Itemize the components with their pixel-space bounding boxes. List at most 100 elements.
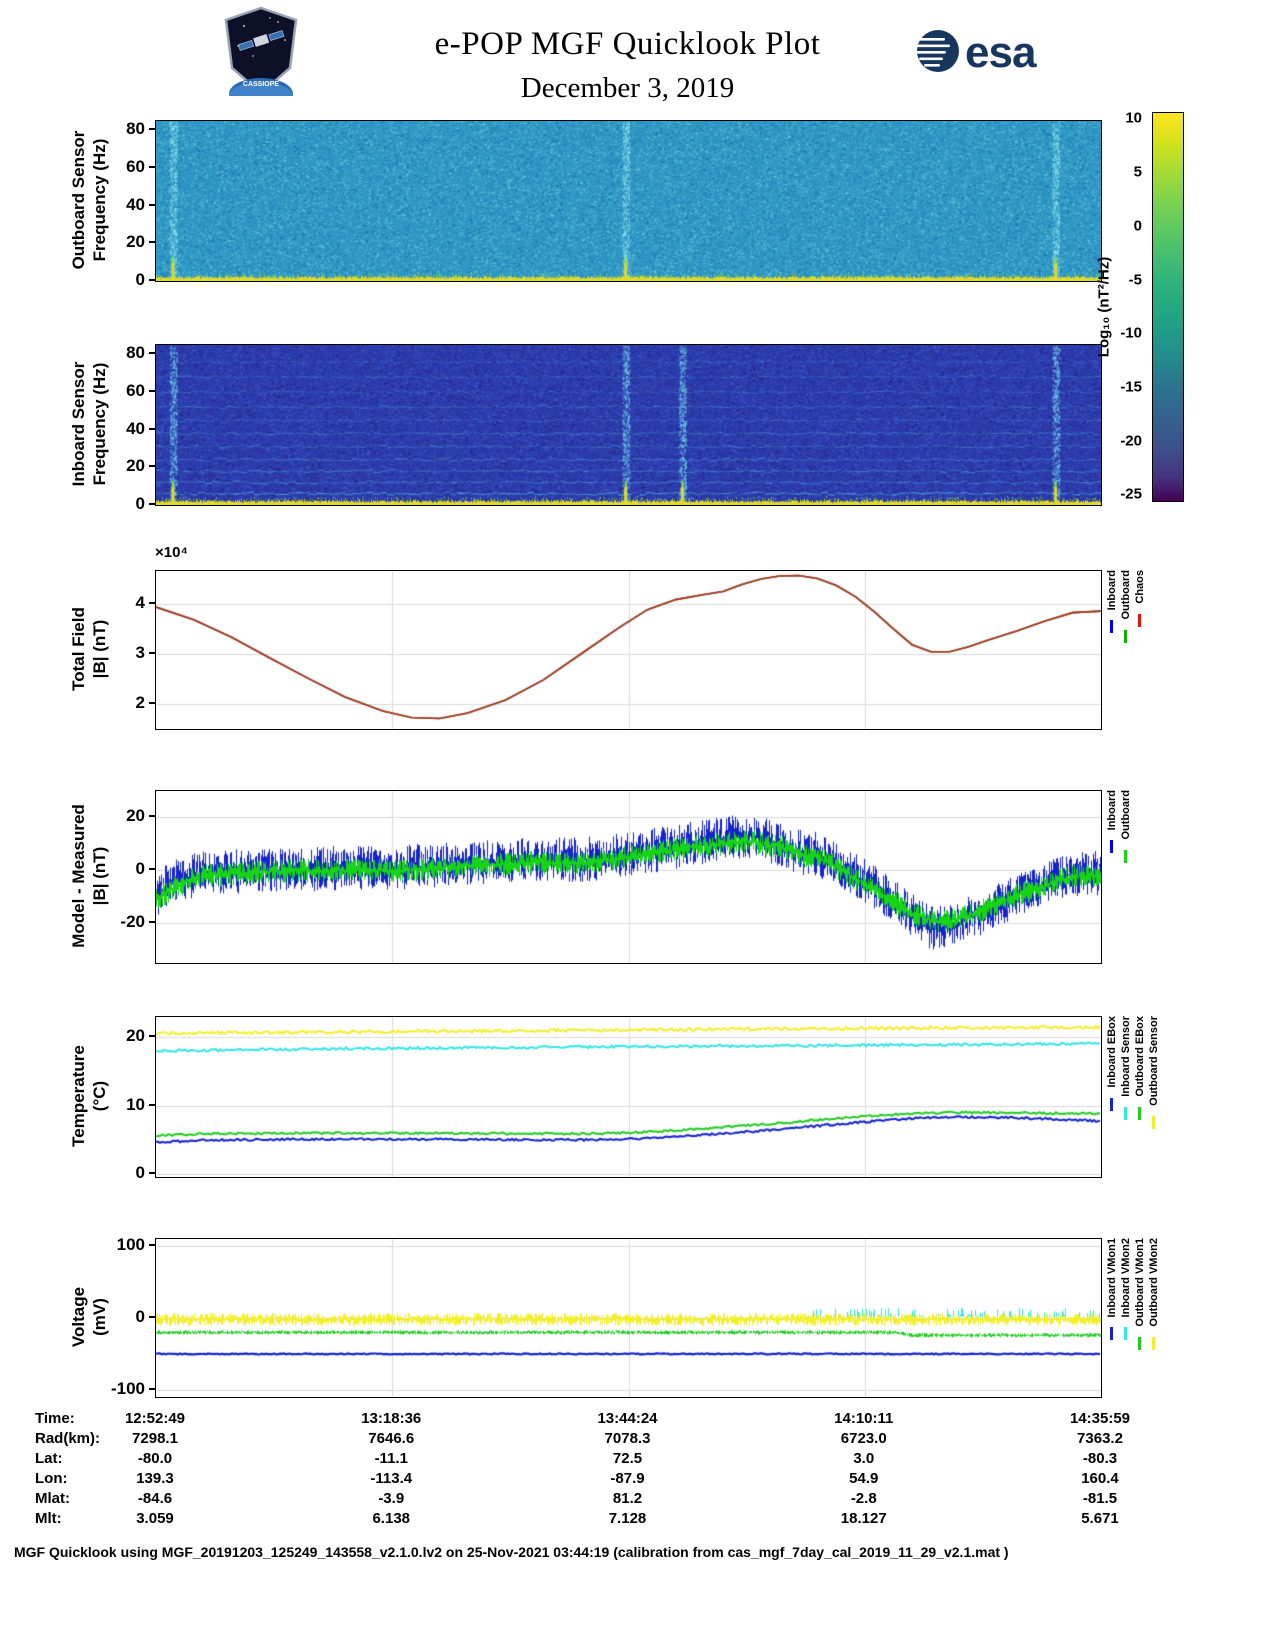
voltage-legend: Inboard VMon1 Inboard VMon2 Outboard VMon1… (1105, 1238, 1160, 1396)
ephemeris-value: -80.3 (1082, 1450, 1118, 1467)
voltage-y-ticks: -100 0 100 (83, 1235, 155, 1398)
ephemeris-table: Time: 12:52:49 13:18:36 13:44:24 14:10:11 14:… (0, 1410, 1275, 1540)
y-tick-mark (149, 427, 155, 430)
legend-entry-label: Outboard EBox (1133, 1016, 1146, 1097)
y-tick-label: 0 (135, 1307, 145, 1326)
temperature-panel: Temperature (°C) 0 10 20 Inboard EBox Inboa… (69, 1016, 1160, 1182)
legend-entry-color-mark (1110, 620, 1113, 634)
legend-entry-color-mark (1138, 1336, 1141, 1350)
legend-entry: Inboard VMon1 (1105, 1238, 1118, 1396)
legend-entry: Inboard EBox (1105, 1016, 1118, 1176)
ephemeris-value: 160.4 (1081, 1470, 1119, 1487)
ephemeris-value: 18.127 (840, 1510, 887, 1527)
legend-entry-color-mark (1124, 1106, 1127, 1120)
plot-date: December 3, 2019 (520, 72, 735, 104)
y-tick-label: 80 (126, 119, 145, 139)
legend-entry: Outboard VMon2 (1147, 1238, 1160, 1396)
model-minus-measured-y-ticks: -20 0 20 (83, 790, 155, 962)
ephemeris-value: 5.671 (1081, 1510, 1119, 1527)
y-tick-label: 4 (135, 592, 145, 612)
ephemeris-value: -81.5 (1082, 1490, 1118, 1507)
colorbar-tick-label: 0 (1133, 217, 1142, 235)
y-tick-mark (149, 1316, 155, 1318)
ephemeris-value: 7298.1 (132, 1430, 178, 1447)
ephemeris-value: 72.5 (612, 1450, 643, 1467)
y-tick-mark (149, 203, 155, 206)
ephemeris-value: -113.4 (370, 1470, 413, 1487)
y-tick-mark (149, 868, 155, 871)
legend-entry-color-mark (1124, 1327, 1127, 1341)
spectrogram-colorbar (1152, 112, 1184, 502)
legend-entry-color-mark (1152, 1336, 1155, 1350)
y-tick-mark (149, 352, 155, 355)
y-tick-label: 2 (135, 692, 145, 712)
ephemeris-value: 7078.3 (604, 1430, 651, 1447)
legend-entry-label: Inboard Sensor (1119, 1016, 1132, 1097)
ephemeris-value: 3.059 (136, 1510, 174, 1527)
esa-logo-icon: esa (916, 28, 1038, 77)
total-field-legend: Inboard Outboard Chaos (1105, 570, 1146, 728)
y-tick-label: -100 (110, 1378, 145, 1398)
colorbar-tick-label: -10 (1120, 324, 1142, 342)
legend-entry-label: Inboard EBox (1105, 1016, 1118, 1088)
colorbar-tick-label: -20 (1120, 432, 1142, 450)
ephemeris-value: -2.8 (850, 1490, 877, 1507)
colorbar-tick-label: -25 (1120, 485, 1142, 503)
y-tick-mark (149, 166, 155, 169)
ephemeris-row-label: Lat: (35, 1450, 63, 1467)
y-tick-mark (149, 279, 155, 281)
y-tick-label: 20 (126, 456, 145, 476)
y-tick-mark (149, 815, 155, 818)
legend-entry-color-mark (1152, 1115, 1155, 1129)
ephemeris-row-label: Rad(km): (35, 1430, 101, 1447)
inboard-spectrogram-plot (155, 344, 1102, 506)
y-tick-label: 20 (126, 232, 145, 252)
temperature-legend: Inboard EBox Inboard Sensor Outboard EBox O… (1105, 1016, 1160, 1176)
y-tick-mark (149, 1103, 155, 1106)
y-tick-mark (149, 1244, 155, 1247)
temperature-y-ticks: 0 10 20 (83, 1016, 155, 1182)
legend-entry-label: Outboard VMon1 (1133, 1238, 1146, 1327)
ephemeris-value: -80.0 (137, 1450, 173, 1467)
legend-entry-label: Outboard (1119, 570, 1132, 620)
y-tick-mark (149, 503, 155, 505)
cassiope-patch-text: CASSIOPE (243, 81, 280, 88)
legend-entry-label: Outboard VMon2 (1147, 1238, 1160, 1327)
model-minus-measured-panel: Model - Measured |B| (nT) -20 0 20 Inboard… (69, 790, 1132, 964)
y-tick-label: -20 (120, 912, 145, 932)
y-tick-mark (149, 241, 155, 244)
legend-entry-color-mark (1110, 840, 1113, 854)
legend-entry: Outboard Sensor (1147, 1016, 1160, 1176)
y-tick-label: 60 (126, 381, 145, 401)
model-minus-measured-plot (155, 790, 1102, 964)
ephemeris-row-label: Mlt: (35, 1510, 62, 1527)
colorbar-tick-label: 10 (1125, 109, 1142, 127)
y-tick-label: 40 (126, 194, 145, 214)
legend-entry-color-mark (1110, 1097, 1113, 1111)
model-minus-measured-legend: Inboard Outboard (1105, 790, 1132, 962)
processing-footer: MGF Quicklook using MGF_20191203_125249_… (14, 1544, 1009, 1560)
ephemeris-value: 12:52:49 (124, 1410, 186, 1427)
legend-entry-label: Outboard (1119, 790, 1132, 840)
ephemeris-value: 14:35:59 (1069, 1410, 1131, 1427)
legend-entry-label: Chaos (1133, 570, 1146, 604)
legend-entry-color-mark (1138, 613, 1141, 627)
legend-entry-color-mark (1138, 1106, 1141, 1120)
outboard-spectrogram-plot (155, 120, 1102, 282)
y-tick-label: 100 (116, 1235, 145, 1255)
ephemeris-value: 6723.0 (840, 1430, 887, 1447)
temperature-plot (155, 1016, 1102, 1178)
y-tick-mark (149, 1171, 155, 1174)
legend-entry-label: Inboard VMon1 (1105, 1238, 1118, 1318)
voltage-plot (155, 1238, 1102, 1398)
plot-title: e-POP MGF Quicklook Plot (434, 26, 821, 62)
y-tick-mark (149, 128, 155, 131)
y-tick-label: 0 (135, 1162, 145, 1182)
y-tick-mark (149, 1387, 155, 1390)
ephemeris-value: 14:10:11 (834, 1410, 894, 1427)
y-tick-label: 0 (135, 494, 145, 513)
ephemeris-value: 3.0 (853, 1450, 875, 1467)
colorbar-axis-label: Log₁₀ (nT²/Hz) (1095, 256, 1113, 358)
colorbar-tick-label: -15 (1120, 378, 1142, 396)
